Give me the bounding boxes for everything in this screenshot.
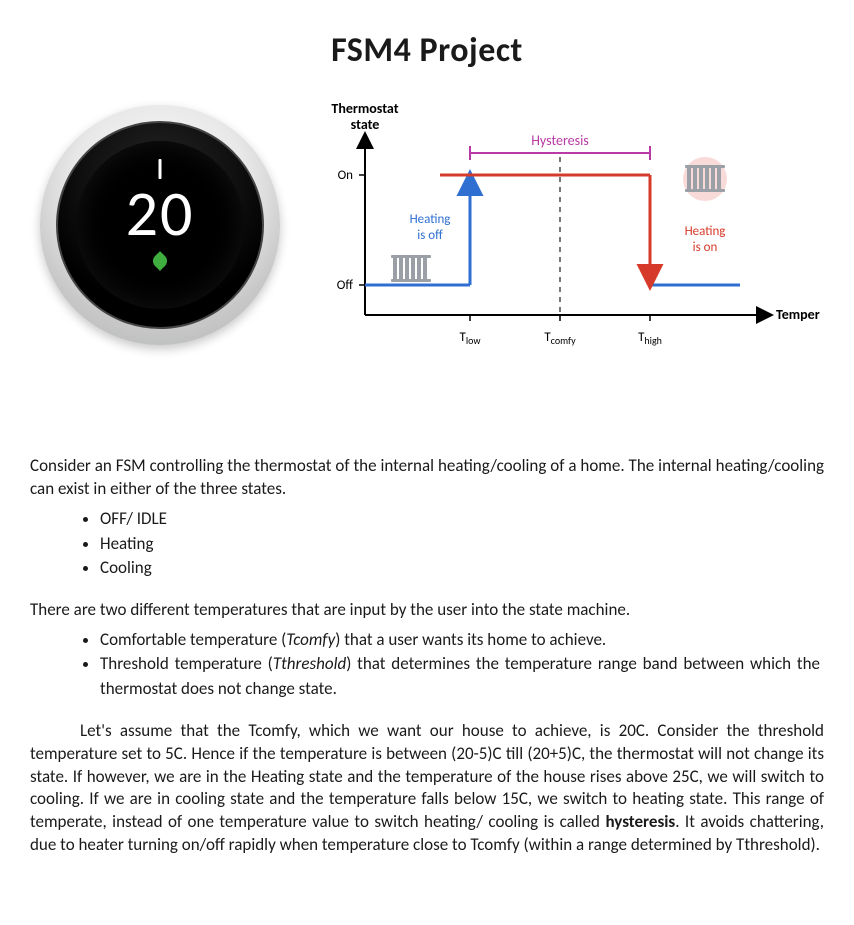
page-title: FSM4 Project [30, 30, 824, 71]
hysteresis-term: hysteresis [605, 811, 675, 832]
svg-text:Tcomfy: Tcomfy [544, 330, 576, 347]
hysteresis-chart: Thermostatstate Temperature On Off Tlow Tcomf… [300, 95, 824, 385]
tthreshold-term: Tthreshold [273, 653, 346, 674]
svg-text:Temperature: Temperature [776, 306, 820, 323]
inputs-paragraph: There are two different temperatures tha… [30, 599, 824, 622]
states-list: OFF/ IDLE Heating Cooling [100, 507, 824, 581]
svg-text:is off: is off [417, 228, 443, 243]
list-item: Threshold temperature (Tthreshold) that … [100, 652, 824, 701]
svg-text:Heating: Heating [685, 224, 726, 239]
svg-text:Tlow: Tlow [459, 330, 481, 347]
svg-text:Off: Off [337, 278, 354, 293]
list-item: Comfortable temperature (Tcomfy) that a … [100, 628, 824, 653]
text: ) that a user wants its home to achieve. [335, 629, 606, 650]
list-item: Heating [100, 532, 824, 557]
svg-text:Heating: Heating [410, 212, 451, 227]
svg-text:Hysteresis: Hysteresis [531, 132, 589, 149]
svg-text:Thermostat: Thermostat [331, 100, 398, 117]
svg-text:On: On [338, 168, 354, 183]
thermostat-figure: nest 20 [40, 105, 280, 345]
figure-row: nest 20 ThermostatstateTemperatureOnOffT… [30, 95, 824, 385]
tcomfy-term: Tcomfy [286, 629, 335, 650]
explanation-paragraph: Let's assume that the Tcomfy, which we w… [30, 720, 824, 858]
text: Comfortable temperature ( [100, 629, 286, 650]
intro-paragraph: Consider an FSM controlling the thermost… [30, 455, 824, 501]
svg-text:state: state [351, 116, 380, 133]
leaf-icon [150, 251, 170, 271]
thermostat-reading: 20 [126, 182, 195, 246]
inputs-list: Comfortable temperature (Tcomfy) that a … [100, 628, 824, 702]
hysteresis-svg: Thermostatstate Temperature On Off Tlow Tcomf… [300, 95, 820, 385]
svg-text:is on: is on [693, 240, 718, 255]
text: Threshold temperature ( [100, 653, 273, 674]
document-page: FSM4 Project nest 20 Thermostatstate Temp… [0, 0, 854, 903]
thermostat-face: 20 [76, 141, 244, 309]
list-item: Cooling [100, 556, 824, 581]
svg-text:Thigh: Thigh [638, 330, 662, 347]
list-item: OFF/ IDLE [100, 507, 824, 532]
thermostat-tick-icon [159, 159, 162, 179]
